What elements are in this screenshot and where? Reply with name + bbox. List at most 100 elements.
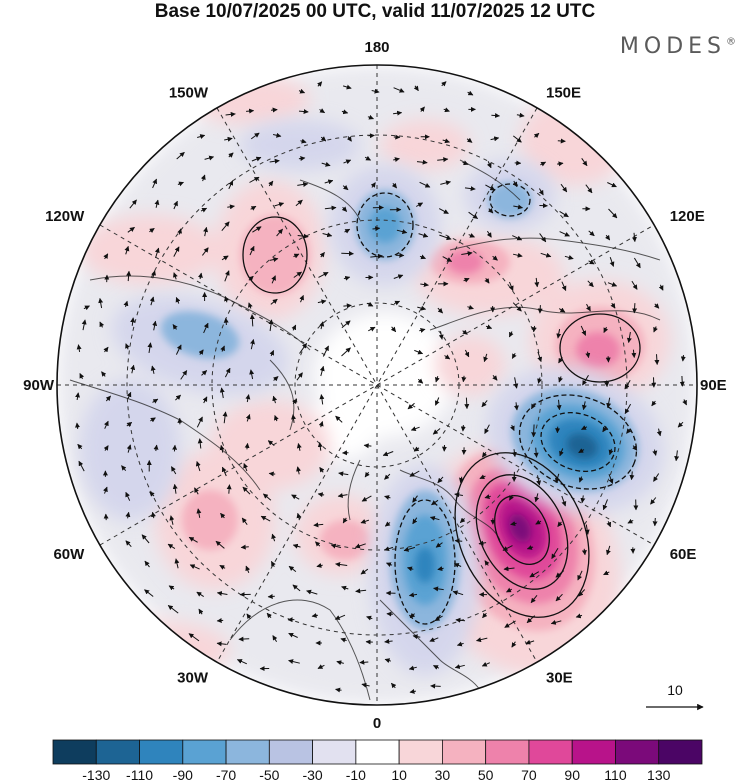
wind-arrow [272, 635, 278, 642]
wind-arrow [246, 108, 255, 114]
wind-arrow [248, 275, 254, 282]
wind-arrow [317, 664, 325, 669]
wind-arrow [319, 394, 325, 405]
wind-arrow [627, 518, 634, 524]
wind-arrow [81, 319, 87, 331]
wind-arrow [393, 87, 405, 93]
wind-arrow [202, 396, 208, 404]
wind-arrow [121, 465, 127, 472]
wind-arrow [318, 271, 329, 278]
wind-arrow [129, 199, 137, 209]
wind-arrow [430, 683, 441, 689]
wind-arrow [550, 619, 562, 625]
wind-arrow [335, 415, 343, 423]
wind-arrow [393, 110, 403, 116]
wind-arrow [224, 136, 233, 142]
wind-arrow [103, 486, 108, 494]
wind-arrow [463, 277, 470, 283]
wind-arrow [418, 232, 429, 238]
wind-arrow [679, 375, 685, 387]
wind-arrow [319, 252, 325, 258]
wind-arrow [221, 221, 230, 232]
wind-arrow [512, 135, 522, 143]
wind-arrow [174, 558, 180, 569]
wind-arrow [367, 114, 374, 120]
wind-arrow [188, 536, 198, 543]
wind-arrow [296, 443, 302, 451]
wind-arrow [371, 88, 380, 94]
wind-arrow [103, 253, 109, 260]
wind-arrow [346, 136, 352, 142]
wind-arrow [555, 593, 563, 602]
wind-arrow [429, 515, 440, 521]
wind-arrow [513, 204, 523, 210]
wind-arrow [674, 450, 680, 462]
wind-arrow [298, 156, 306, 161]
wind-arrow [297, 233, 309, 239]
wind-arrow [513, 402, 519, 411]
wind-arrow [413, 446, 420, 452]
wind-arrow [360, 518, 370, 524]
wind-arrow [269, 257, 279, 263]
wind-arrow [364, 471, 370, 478]
wind-arrow [150, 417, 156, 423]
wind-arrow [461, 375, 467, 383]
wind-arrow [355, 588, 367, 594]
wind-arrow [124, 245, 130, 255]
wind-arrow [503, 566, 515, 572]
wind-arrow [557, 138, 566, 144]
wind-arrow [439, 234, 452, 241]
wind-arrow [391, 682, 397, 689]
wind-arrow [271, 533, 277, 542]
wind-arrow [267, 440, 275, 446]
wind-arrow [442, 256, 453, 262]
wind-arrow [652, 517, 658, 527]
wind-arrow [396, 229, 408, 235]
colorbar-tick-label: -110 [126, 767, 153, 783]
longitude-label: 0 [373, 715, 381, 732]
wind-arrow [152, 320, 158, 331]
wind-arrow [298, 88, 306, 94]
wind-arrow [252, 226, 262, 233]
wind-arrow [479, 474, 486, 480]
wind-arrow [486, 230, 492, 238]
wind-arrow [559, 231, 570, 237]
wind-arrow [555, 473, 560, 484]
wind-arrow [384, 658, 391, 664]
wind-arrow [560, 183, 568, 193]
wind-arrow [482, 612, 488, 619]
wind-arrow [370, 182, 376, 188]
wind-arrow [336, 660, 344, 666]
wind-arrow [481, 661, 491, 667]
wind-arrow [413, 85, 419, 92]
longitude-label: 90W [23, 377, 55, 394]
shading-positive-130 [508, 513, 532, 543]
wind-arrow [228, 152, 234, 158]
wind-arrow [219, 387, 225, 399]
wind-arrow [172, 444, 178, 452]
wind-arrow [508, 281, 514, 291]
wind-arrow [386, 611, 393, 617]
wind-arrow [250, 205, 257, 211]
wind-arrow [83, 305, 90, 311]
wind-arrow [123, 300, 129, 308]
wind-arrow [512, 180, 518, 188]
wind-arrow [492, 255, 498, 261]
wind-arrow [580, 495, 586, 504]
wind-arrow [150, 365, 156, 374]
wind-arrow [216, 641, 227, 647]
wind-arrow [130, 364, 136, 374]
wind-arrow [154, 247, 160, 259]
wind-arrow [453, 563, 462, 568]
wind-arrow [454, 664, 465, 669]
wind-arrow [420, 282, 429, 288]
wind-arrow [175, 394, 181, 401]
wind-arrow [341, 320, 351, 329]
wind-arrow [344, 228, 351, 234]
wind-arrow [244, 442, 250, 450]
wind-arrow [419, 106, 425, 112]
wind-arrow [483, 353, 489, 363]
wind-arrow [467, 90, 474, 96]
wind-arrow [322, 345, 329, 357]
wind-arrow [512, 235, 523, 241]
